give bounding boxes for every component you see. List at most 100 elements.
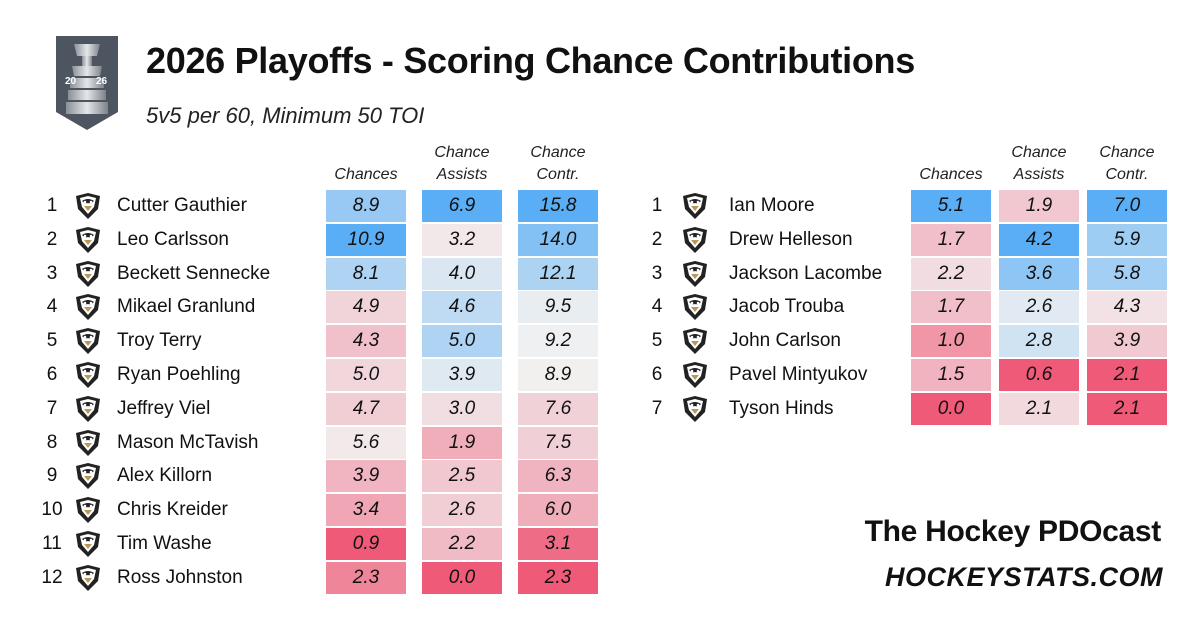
stat-cell-contr: 7.5 (518, 426, 598, 459)
player-rank: 10 (41, 499, 63, 521)
stat-cell-assists: 3.6 (999, 257, 1079, 290)
stat-cell-chances: 5.6 (326, 426, 406, 459)
player-name: Cutter Gauthier (117, 195, 247, 216)
stat-cell-assists: 4.2 (999, 223, 1079, 256)
player-name: Drew Helleson (729, 228, 853, 250)
player-name: Troy Terry (117, 330, 202, 352)
player-rank: 3 (46, 262, 58, 284)
ducks-logo-icon (73, 361, 103, 389)
player-rank: 8 (46, 431, 58, 453)
table-row: 6 Pavel Mintyukov 1.5 0.6 2.1 (0, 359, 1199, 391)
table-row: 2 Drew Helleson 1.7 4.2 5.9 (0, 223, 1199, 256)
stat-cell-assists: 2.6 (999, 291, 1079, 324)
stat-cell-assists: 2.6 (422, 494, 502, 527)
table-row: 2 Leo Carlsson 10.9 3.2 14.0 (0, 223, 1199, 256)
col-head-line1: Chance (434, 144, 490, 161)
player-name: Chris Kreider (117, 499, 228, 521)
col-head-line2: Chances (334, 166, 398, 183)
player-rank: 7 (46, 397, 58, 419)
player-name: John Carlson (729, 330, 841, 352)
stat-cell-contr: 9.5 (518, 291, 598, 324)
player-rank: 3 (651, 262, 663, 284)
col-head-line2: Chances (919, 166, 983, 183)
player-name: Alex Killorn (117, 465, 213, 487)
logo-year-right: 26 (96, 76, 108, 87)
stat-cell-contr: 3.9 (1087, 325, 1167, 358)
stat-cell-chances: 1.5 (911, 359, 991, 391)
col-head-line2: Assists (436, 166, 488, 183)
ducks-logo-icon (73, 530, 103, 558)
col-head-line2: Contr. (1105, 166, 1149, 183)
col-head-chances-right: Chances (911, 140, 991, 186)
col-head-line1: Chance (530, 144, 586, 161)
col-head-assists-right: Chance Assists (999, 140, 1079, 186)
stat-cell-assists: 3.9 (422, 359, 502, 391)
stat-cell-contr: 2.3 (518, 561, 598, 594)
stat-cell-assists: 3.2 (422, 223, 502, 256)
table-row: 5 Troy Terry 4.3 5.0 9.2 (0, 325, 1199, 358)
ducks-logo-icon (680, 226, 710, 254)
ducks-logo-icon (73, 293, 103, 321)
ducks-logo-icon (680, 293, 710, 321)
ducks-logo-icon (73, 260, 103, 288)
ducks-logo-icon (73, 327, 103, 355)
page-subtitle: 5v5 per 60, Minimum 50 TOI (146, 103, 425, 128)
table-row: 12 Ross Johnston 2.3 0.0 2.3 (0, 561, 1199, 594)
player-rank: 6 (651, 364, 663, 385)
ducks-logo-icon (73, 395, 103, 423)
player-rank: 6 (46, 364, 58, 385)
col-head-contr-left: Chance Contr. (518, 140, 598, 186)
ducks-logo-icon (680, 395, 710, 423)
stat-cell-contr: 2.1 (1087, 359, 1167, 391)
page-title: 2026 Playoffs - Scoring Chance Contribut… (146, 40, 915, 81)
ducks-logo-icon (680, 260, 710, 288)
brand-podcast-name: The Hockey PDOcast (864, 515, 1162, 548)
player-name: Jackson Lacombe (729, 262, 883, 284)
col-head-assists-left: Chance Assists (422, 140, 502, 186)
player-name: Ross Johnston (117, 566, 243, 588)
player-name: Ian Moore (729, 195, 815, 216)
stanley-cup-logo: 20 26 (50, 32, 124, 132)
stat-cell-assists: 4.0 (422, 257, 502, 290)
stat-cell-assists: 4.6 (422, 291, 502, 324)
stat-cell-contr: 2.1 (1087, 392, 1167, 425)
player-rank: 1 (651, 195, 663, 216)
table-row: 7 Tyson Hinds 0.0 2.1 2.1 (0, 392, 1199, 425)
stat-cell-contr: 9.2 (518, 325, 598, 358)
col-head-line1: Chance (1011, 144, 1067, 161)
stat-cell-chances: 1.7 (911, 291, 991, 324)
player-rank: 2 (46, 228, 58, 250)
table-row: 3 Beckett Sennecke 8.1 4.0 12.1 (0, 257, 1199, 290)
stat-cell-contr: 8.9 (518, 359, 598, 391)
table-row: 7 Jeffrey Viel 4.7 3.0 7.6 (0, 392, 1199, 425)
stat-cell-chances: 1.0 (911, 325, 991, 358)
ducks-logo-icon (680, 327, 710, 355)
stat-cell-assists: 2.5 (422, 460, 502, 493)
stat-cell-assists: 1.9 (999, 190, 1079, 222)
stat-cell-assists: 3.0 (422, 392, 502, 425)
stat-cell-chances: 2.3 (326, 561, 406, 594)
stat-cell-contr: 15.8 (518, 190, 598, 222)
stat-cell-assists: 1.9 (422, 426, 502, 459)
player-name: Ryan Poehling (117, 364, 241, 385)
table-row: 4 Jacob Trouba 1.7 2.6 4.3 (0, 291, 1199, 324)
stat-cell-contr: 12.1 (518, 257, 598, 290)
stat-cell-contr: 14.0 (518, 223, 598, 256)
player-name: Mason McTavish (117, 431, 259, 453)
player-rank: 12 (41, 566, 63, 588)
logo-year-left: 20 (65, 76, 77, 87)
stat-cell-contr: 3.1 (518, 528, 598, 560)
ducks-logo-icon (73, 429, 103, 457)
stat-cell-chances: 4.9 (326, 291, 406, 324)
stat-cell-chances: 5.0 (326, 359, 406, 391)
ducks-logo-icon (73, 226, 103, 254)
stat-cell-contr: 5.8 (1087, 257, 1167, 290)
stat-cell-chances: 0.9 (326, 528, 406, 560)
stat-cell-chances: 8.1 (326, 257, 406, 290)
table-row: 9 Alex Killorn 3.9 2.5 6.3 (0, 460, 1199, 493)
table-row: 3 Jackson Lacombe 2.2 3.6 5.8 (0, 257, 1199, 290)
player-rank: 1 (46, 195, 58, 216)
stat-cell-assists: 0.0 (422, 561, 502, 594)
player-rank: 7 (651, 397, 663, 419)
player-name: Tim Washe (117, 533, 212, 554)
